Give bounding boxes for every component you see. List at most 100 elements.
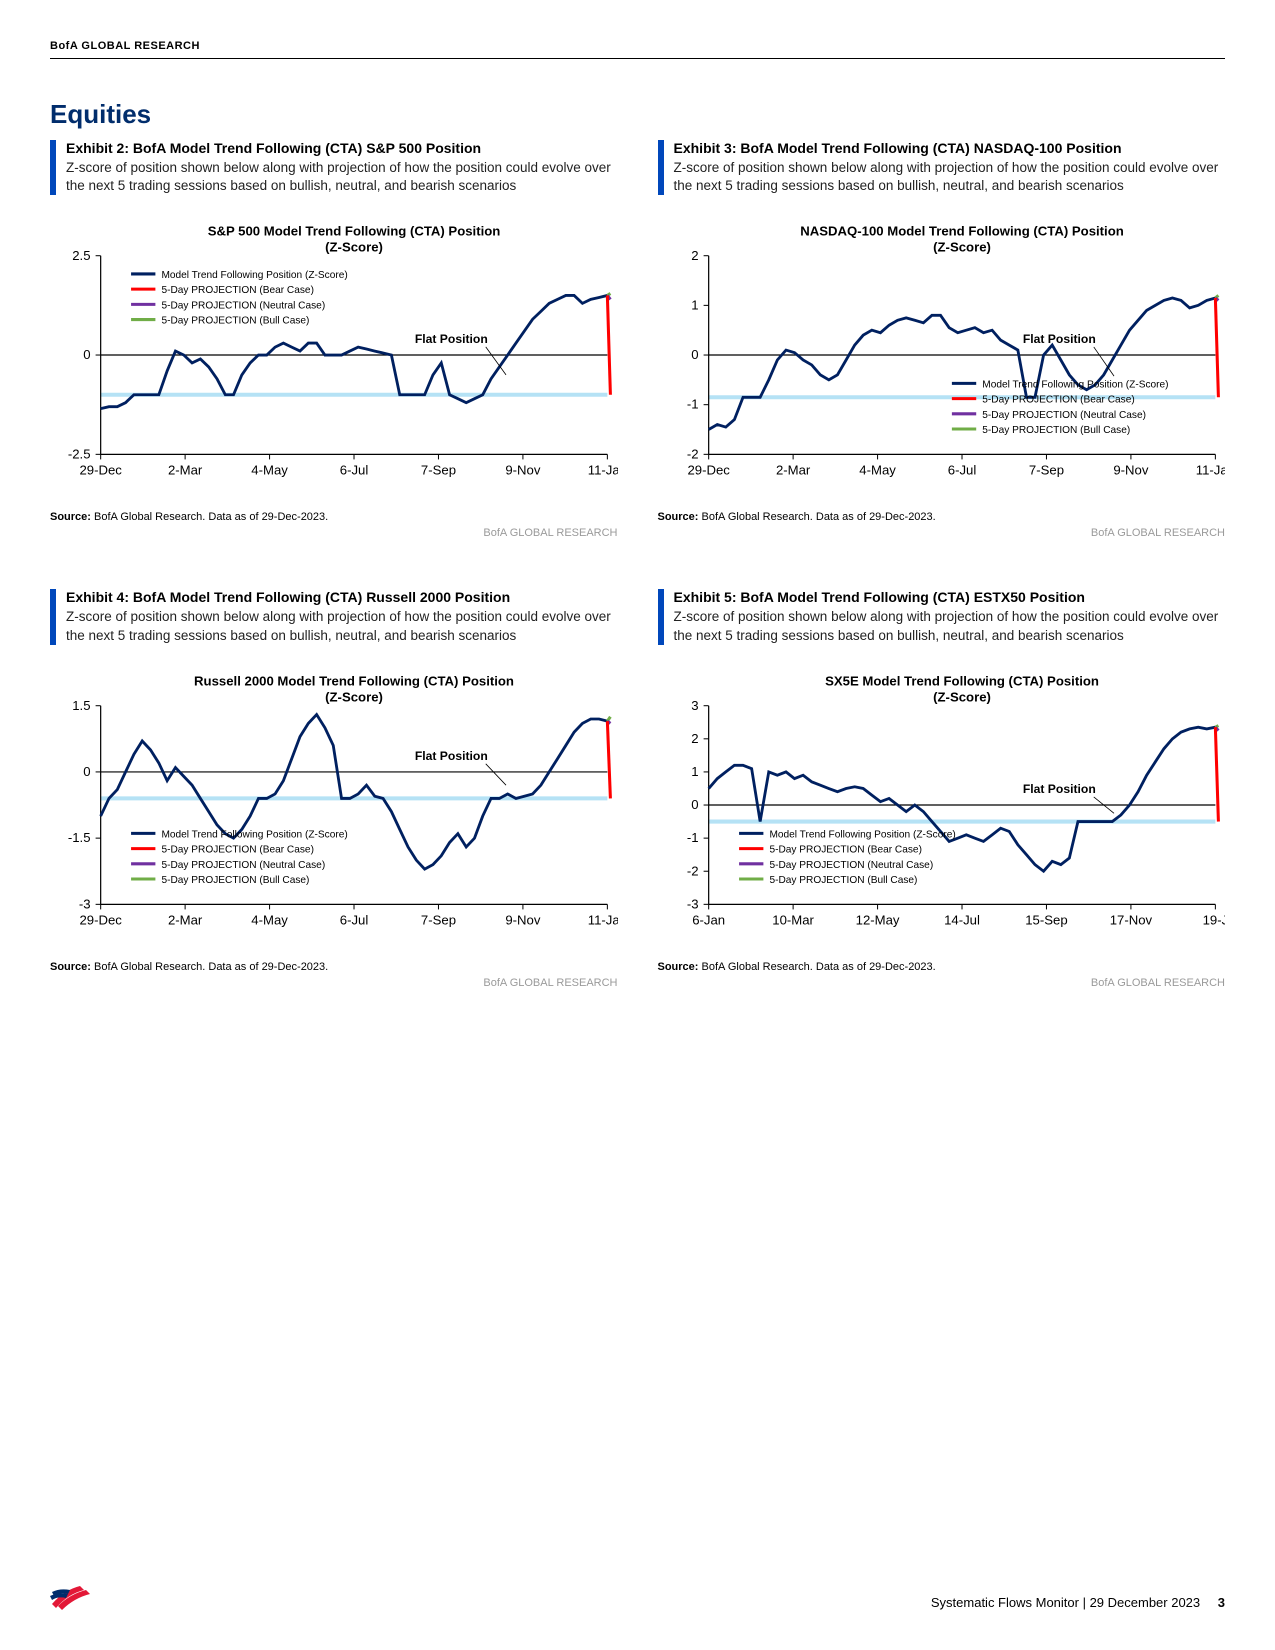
y-tick-label: 1 — [691, 298, 698, 313]
exhibit: Exhibit 5: BofA Model Trend Following (C… — [658, 589, 1226, 988]
x-tick-label: 14-Jul — [944, 912, 980, 927]
attribution: BofA GLOBAL RESEARCH — [658, 977, 1226, 989]
chart-container: NASDAQ-100 Model Trend Following (CTA) P… — [658, 203, 1226, 503]
legend-label: 5-Day PROJECTION (Bear Case) — [161, 286, 313, 297]
chart-title: S&P 500 Model Trend Following (CTA) Posi… — [208, 224, 501, 239]
x-tick-label: 2-Mar — [168, 912, 203, 927]
legend-label: 5-Day PROJECTION (Neutral Case) — [769, 860, 933, 871]
exhibit-subtitle: Z-score of position shown below along wi… — [66, 159, 618, 195]
x-tick-label: 29-Dec — [79, 912, 122, 927]
chart-title: Russell 2000 Model Trend Following (CTA)… — [194, 673, 514, 688]
proj-bear — [1215, 727, 1218, 821]
x-tick-label: 11-Jan — [588, 463, 618, 478]
y-tick-label: 0 — [83, 764, 90, 779]
x-tick-label: 4-May — [251, 912, 288, 927]
y-tick-label: 1 — [691, 764, 698, 779]
chart-title-sub: (Z-Score) — [325, 690, 383, 705]
chart-container: Russell 2000 Model Trend Following (CTA)… — [50, 653, 618, 953]
exhibit-header: Exhibit 2: BofA Model Trend Following (C… — [50, 140, 618, 195]
legend-label: 5-Day PROJECTION (Bull Case) — [982, 425, 1130, 436]
source-line: Source: BofA Global Research. Data as of… — [658, 511, 1226, 523]
x-tick-label: 9-Nov — [1113, 463, 1149, 478]
chart-svg: NASDAQ-100 Model Trend Following (CTA) P… — [658, 203, 1226, 503]
proj-bear — [1215, 298, 1218, 397]
exhibit-subtitle: Z-score of position shown below along wi… — [66, 608, 618, 644]
exhibit: Exhibit 4: BofA Model Trend Following (C… — [50, 589, 618, 988]
y-tick-label: 2.5 — [72, 248, 90, 263]
section-title: Equities — [50, 99, 1225, 130]
exhibit-header: Exhibit 4: BofA Model Trend Following (C… — [50, 589, 618, 644]
proj-bear — [607, 721, 610, 798]
exhibit-header: Exhibit 3: BofA Model Trend Following (C… — [658, 140, 1226, 195]
exhibit-subtitle: Z-score of position shown below along wi… — [674, 159, 1226, 195]
x-tick-label: 6-Jul — [340, 912, 369, 927]
legend-label: 5-Day PROJECTION (Bear Case) — [161, 845, 313, 856]
footer-page-number: 3 — [1218, 1595, 1225, 1610]
y-tick-label: 0 — [691, 797, 698, 812]
chart-title: NASDAQ-100 Model Trend Following (CTA) P… — [800, 224, 1124, 239]
y-tick-label: -1.5 — [68, 830, 91, 845]
exhibit-subtitle: Z-score of position shown below along wi… — [674, 608, 1226, 644]
x-tick-label: 6-Jan — [692, 912, 725, 927]
exhibit: Exhibit 2: BofA Model Trend Following (C… — [50, 140, 618, 539]
legend-label: 5-Day PROJECTION (Neutral Case) — [982, 410, 1146, 421]
legend-label: 5-Day PROJECTION (Bear Case) — [769, 845, 921, 856]
exhibit-title: Exhibit 5: BofA Model Trend Following (C… — [674, 589, 1226, 605]
chart-svg: S&P 500 Model Trend Following (CTA) Posi… — [50, 203, 618, 503]
exhibit-header: Exhibit 5: BofA Model Trend Following (C… — [658, 589, 1226, 644]
proj-bear — [607, 296, 610, 395]
chart-svg: SX5E Model Trend Following (CTA) Positio… — [658, 653, 1226, 953]
x-tick-label: 6-Jul — [340, 463, 369, 478]
exhibit-title: Exhibit 3: BofA Model Trend Following (C… — [674, 140, 1226, 156]
bofa-logo-icon — [50, 1582, 90, 1610]
legend-label: 5-Day PROJECTION (Neutral Case) — [161, 301, 325, 312]
x-tick-label: 4-May — [251, 463, 288, 478]
x-tick-label: 29-Dec — [687, 463, 730, 478]
y-tick-label: -2.5 — [68, 447, 91, 462]
chart-title: SX5E Model Trend Following (CTA) Positio… — [825, 673, 1099, 688]
x-tick-label: 7-Sep — [1028, 463, 1063, 478]
y-tick-label: 0 — [83, 348, 90, 363]
chart-container: SX5E Model Trend Following (CTA) Positio… — [658, 653, 1226, 953]
x-tick-label: 12-May — [855, 912, 899, 927]
footer-doc-title: Systematic Flows Monitor | 29 December 2… — [931, 1595, 1200, 1610]
legend-label: 5-Day PROJECTION (Bull Case) — [161, 875, 309, 886]
attribution: BofA GLOBAL RESEARCH — [658, 527, 1226, 539]
y-tick-label: -3 — [79, 896, 91, 911]
x-tick-label: 10-Mar — [772, 912, 814, 927]
y-tick-label: 1.5 — [72, 698, 90, 713]
x-tick-label: 29-Dec — [79, 463, 122, 478]
legend-label: 5-Day PROJECTION (Neutral Case) — [161, 860, 325, 871]
x-tick-label: 11-Jan — [588, 912, 618, 927]
x-tick-label: 2-Mar — [168, 463, 203, 478]
source-line: Source: BofA Global Research. Data as of… — [50, 961, 618, 973]
source-line: Source: BofA Global Research. Data as of… — [658, 961, 1226, 973]
series-line — [101, 296, 608, 409]
chart-container: S&P 500 Model Trend Following (CTA) Posi… — [50, 203, 618, 503]
y-tick-label: -1 — [686, 397, 698, 412]
y-tick-label: 2 — [691, 731, 698, 746]
y-tick-label: 2 — [691, 248, 698, 263]
y-tick-label: -2 — [686, 447, 698, 462]
y-tick-label: -3 — [686, 896, 698, 911]
x-tick-label: 4-May — [859, 463, 896, 478]
flat-position-label: Flat Position — [415, 749, 488, 763]
flat-position-label: Flat Position — [1022, 332, 1095, 346]
exhibit-title: Exhibit 2: BofA Model Trend Following (C… — [66, 140, 618, 156]
y-tick-label: -2 — [686, 863, 698, 878]
x-tick-label: 7-Sep — [421, 912, 456, 927]
legend-label: 5-Day PROJECTION (Bear Case) — [982, 395, 1134, 406]
attribution: BofA GLOBAL RESEARCH — [50, 527, 618, 539]
y-tick-label: 0 — [691, 348, 698, 363]
legend-label: 5-Day PROJECTION (Bull Case) — [161, 316, 309, 327]
exhibit: Exhibit 3: BofA Model Trend Following (C… — [658, 140, 1226, 539]
chart-title-sub: (Z-Score) — [933, 240, 991, 255]
chart-title-sub: (Z-Score) — [933, 690, 991, 705]
legend-label: Model Trend Following Position (Z-Score) — [982, 380, 1168, 391]
x-tick-label: 6-Jul — [947, 463, 976, 478]
legend-label: Model Trend Following Position (Z-Score) — [161, 829, 347, 840]
x-tick-label: 11-Jan — [1195, 463, 1225, 478]
y-tick-label: 3 — [691, 698, 698, 713]
x-tick-label: 17-Nov — [1109, 912, 1152, 927]
legend-label: 5-Day PROJECTION (Bull Case) — [769, 875, 917, 886]
